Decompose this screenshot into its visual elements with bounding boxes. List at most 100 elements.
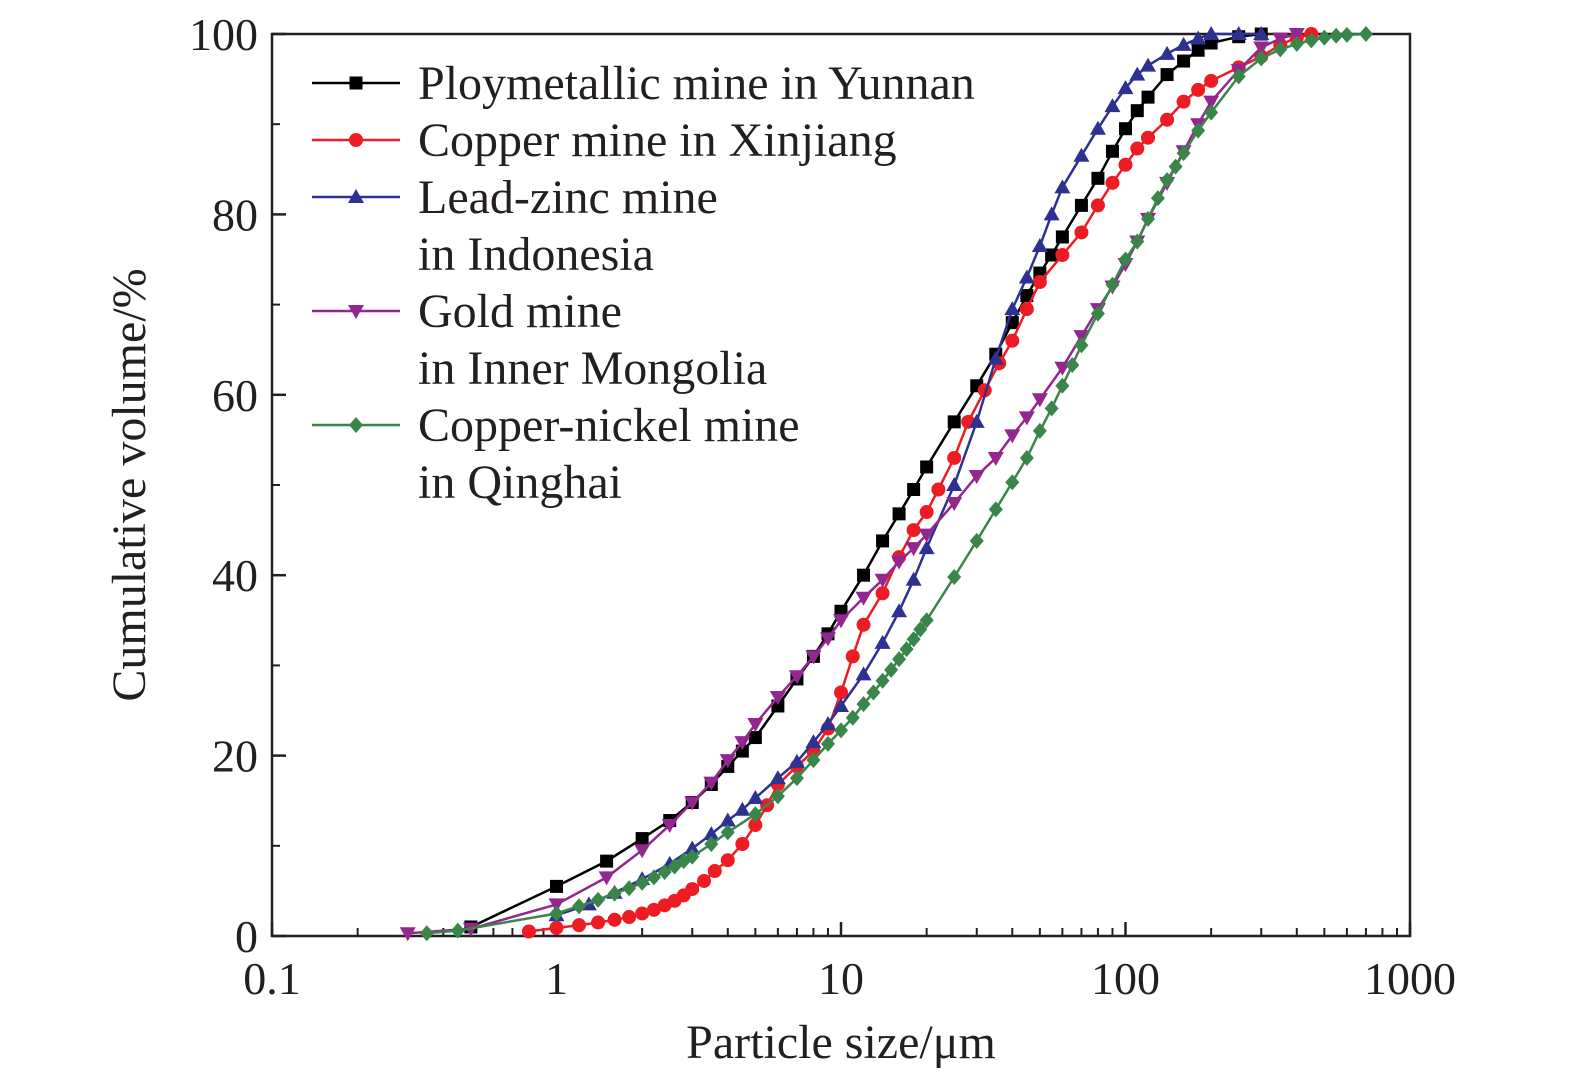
x-tick-label: 0.1	[243, 953, 301, 1004]
legend-entry-2: Copper mine in Xinjiang	[312, 114, 897, 167]
data-point	[462, 922, 479, 937]
data-point	[1118, 251, 1133, 268]
data-point	[1231, 68, 1246, 85]
data-point	[572, 918, 587, 933]
x-tick-label: 10	[818, 953, 864, 1004]
data-point	[1175, 36, 1192, 51]
data-point	[919, 612, 934, 629]
data-point	[988, 501, 1003, 518]
data-point	[845, 709, 860, 726]
data-point	[1005, 474, 1020, 491]
data-point	[1004, 429, 1021, 444]
data-point	[734, 736, 751, 751]
data-point	[1230, 26, 1247, 40]
x-tick-label: 1	[545, 953, 568, 1004]
data-point	[1005, 333, 1020, 348]
series-layer	[399, 26, 1373, 942]
data-point	[1055, 247, 1070, 262]
data-point	[748, 806, 763, 823]
data-point	[703, 776, 720, 791]
legend-label: Gold mine	[418, 285, 622, 338]
data-point	[874, 573, 891, 588]
data-point	[1160, 172, 1175, 189]
data-point	[788, 753, 805, 768]
x-tick-label: 1000	[1364, 953, 1456, 1004]
data-point	[622, 880, 637, 897]
data-point	[720, 824, 735, 841]
data-point	[1129, 66, 1146, 81]
data-point	[684, 840, 701, 855]
data-point	[735, 836, 750, 851]
y-tick-label: 60	[212, 370, 258, 421]
data-point	[747, 718, 764, 733]
legend-label: Ploymetallic mine in Yunnan	[418, 57, 975, 110]
legend-label: in Indonesia	[418, 228, 654, 281]
data-point	[1159, 45, 1176, 60]
data-point	[845, 649, 860, 664]
legend-marker	[348, 189, 364, 203]
data-point	[987, 451, 1004, 466]
data-point	[806, 752, 821, 769]
data-point	[1204, 104, 1219, 121]
legend-marker	[349, 133, 363, 147]
data-point	[1090, 305, 1105, 322]
data-point	[788, 670, 805, 685]
data-point	[1055, 230, 1069, 244]
legend-label: Lead-zinc mine	[418, 171, 718, 224]
y-axis-ticks	[272, 32, 286, 938]
data-point	[805, 650, 822, 665]
data-point	[685, 848, 700, 865]
data-point	[607, 885, 622, 902]
legend-label: in Inner Mongolia	[418, 342, 767, 395]
data-point	[399, 927, 416, 942]
legend-entry-1: Ploymetallic mine in Yunnan	[312, 57, 975, 110]
data-point	[720, 853, 735, 868]
data-point	[1032, 275, 1047, 290]
data-point	[892, 651, 907, 668]
data-point	[1288, 28, 1305, 42]
data-point	[931, 482, 946, 497]
data-point	[855, 666, 872, 681]
data-point	[1018, 411, 1035, 426]
data-point	[646, 902, 661, 917]
y-tick-label: 0	[235, 911, 258, 962]
data-point	[891, 555, 908, 570]
data-point	[1091, 171, 1105, 185]
y-axis-title: Cumulative volume/%	[103, 268, 156, 701]
data-point	[1031, 237, 1048, 252]
data-point	[856, 696, 871, 713]
data-point	[884, 661, 899, 678]
data-point	[747, 789, 764, 804]
data-point	[805, 734, 822, 749]
data-point	[450, 922, 465, 939]
data-point	[947, 450, 962, 465]
data-point	[1141, 210, 1156, 227]
data-point	[1254, 50, 1269, 67]
series-3	[548, 26, 1270, 922]
data-point	[1130, 141, 1145, 156]
data-point	[919, 505, 934, 520]
data-point	[1117, 80, 1134, 95]
data-point	[1329, 27, 1344, 44]
x-axis-ticks	[270, 922, 1412, 936]
data-point	[1190, 30, 1207, 45]
data-point	[548, 898, 565, 913]
data-point	[906, 523, 921, 538]
data-point	[622, 910, 637, 925]
legend-label: Copper mine in Xinjiang	[418, 114, 897, 167]
data-point	[1054, 179, 1071, 194]
x-tick-label: 100	[1091, 953, 1160, 1004]
series-5	[419, 26, 1373, 942]
data-point	[1203, 95, 1220, 110]
data-point	[1160, 112, 1175, 127]
series-line	[528, 32, 1312, 933]
data-point	[1289, 35, 1304, 52]
data-point	[1304, 32, 1319, 49]
data-point	[1032, 422, 1047, 439]
y-axis-tick-labels: 0 20 40 60 80 100	[189, 9, 258, 962]
data-point	[918, 540, 935, 555]
data-point	[1105, 175, 1120, 190]
